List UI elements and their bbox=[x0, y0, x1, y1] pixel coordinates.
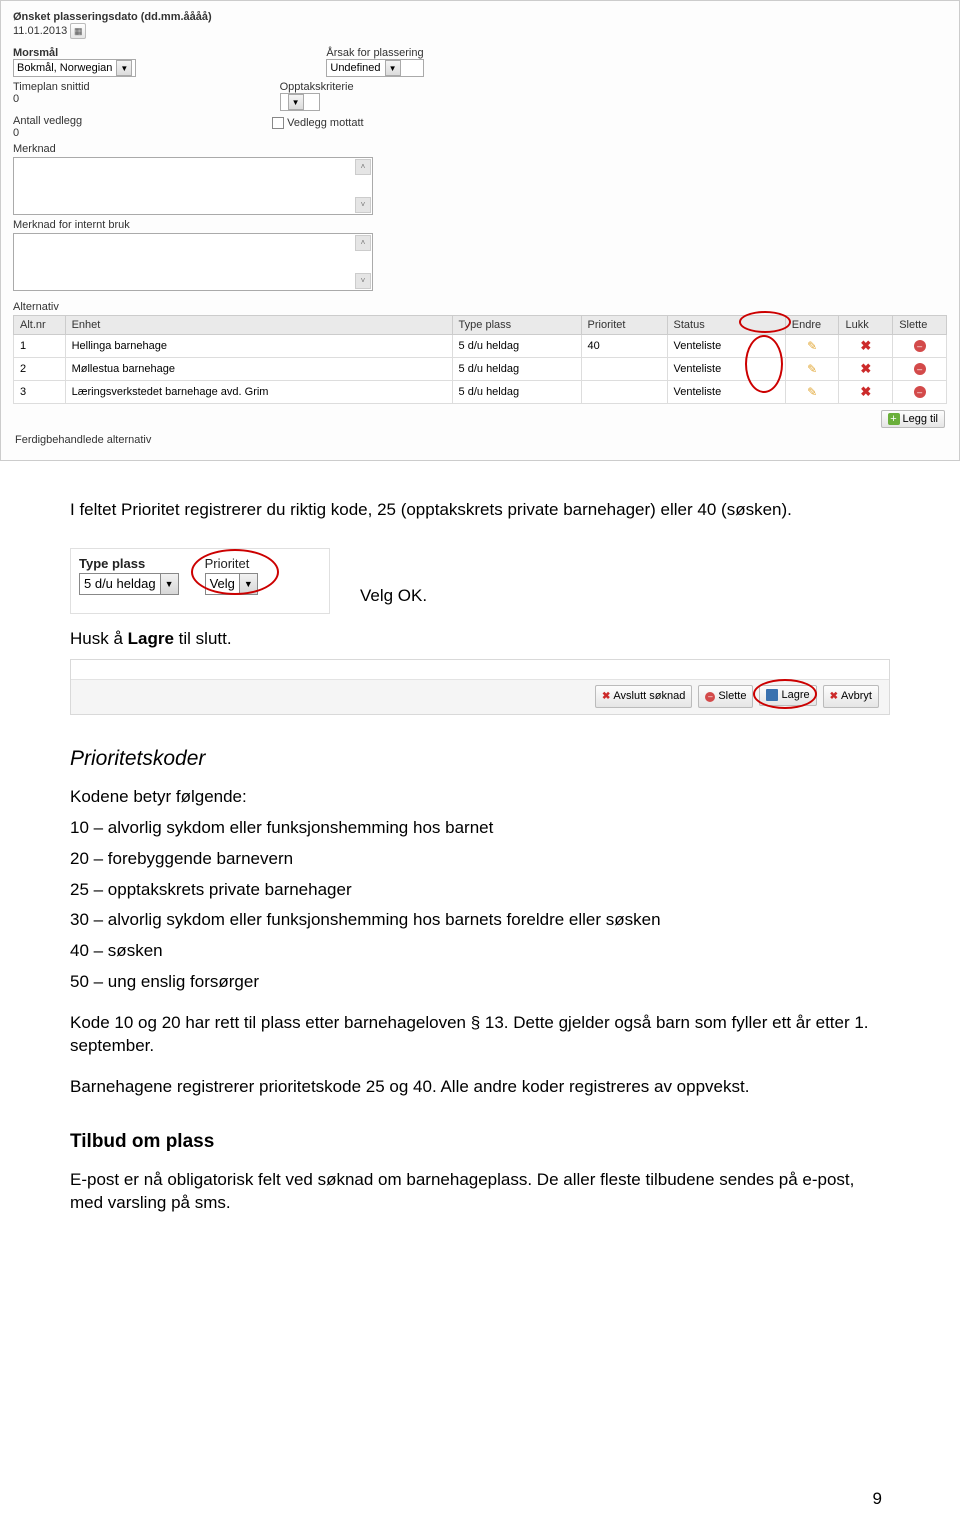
koder-intro: Kodene betyr følgende: bbox=[70, 786, 890, 809]
timeplan-value: 0 bbox=[13, 93, 90, 105]
annotation-oval-edit-icons bbox=[745, 335, 783, 393]
tilbud-para: E-post er nå obligatorisk felt ved søkna… bbox=[70, 1169, 890, 1215]
alternativ-table: Alt.nr Enhet Type plass Prioritet Status… bbox=[13, 315, 947, 404]
aarsak-dropdown[interactable]: Undefined ▼ bbox=[326, 59, 423, 77]
avbryt-button[interactable]: ✖ Avbryt bbox=[823, 685, 879, 708]
prioritetskoder-heading: Prioritetskoder bbox=[70, 745, 890, 773]
tilbud-heading: Tilbud om plass bbox=[70, 1129, 890, 1155]
col-lukk: Lukk bbox=[839, 316, 893, 335]
delete-icon[interactable]: – bbox=[914, 340, 926, 352]
morsmaal-dropdown[interactable]: Bokmål, Norwegian ▼ bbox=[13, 59, 136, 77]
plus-icon: + bbox=[888, 413, 900, 425]
reg-para: Barnehagene registrerer prioritetskode 2… bbox=[70, 1076, 890, 1099]
table-row: 2 Møllestua barnehage 5 d/u heldag Vente… bbox=[14, 358, 947, 381]
husk-lagre-text: Husk å Lagre til slutt. bbox=[70, 628, 890, 651]
vedlegg-count-label: Antall vedlegg bbox=[13, 115, 82, 127]
delete-icon: – bbox=[705, 692, 715, 702]
merknad-internt-label: Merknad for internt bruk bbox=[13, 219, 947, 231]
vedlegg-mottatt-checkbox[interactable] bbox=[272, 117, 284, 129]
close-icon[interactable]: ✖ bbox=[860, 384, 871, 399]
close-icon[interactable]: ✖ bbox=[860, 361, 871, 376]
timeplan-label: Timeplan snittid bbox=[13, 81, 90, 93]
ferdigbehandlede-label: Ferdigbehandlede alternativ bbox=[13, 430, 947, 450]
morsmaal-label: Morsmål bbox=[13, 47, 136, 59]
opptak-dropdown[interactable]: ▼ bbox=[280, 93, 320, 111]
close-icon[interactable]: ✖ bbox=[860, 338, 871, 353]
kode-line: 30 – alvorlig sykdom eller funksjonshemm… bbox=[70, 909, 890, 932]
alternativ-heading: Alternativ bbox=[13, 301, 947, 313]
page-number: 9 bbox=[873, 1489, 882, 1509]
slette-button[interactable]: – Slette bbox=[698, 685, 753, 708]
typeplass-dropdown[interactable]: 5 d/u heldag ▼ bbox=[79, 573, 179, 595]
chevron-down-icon: ▼ bbox=[385, 60, 401, 76]
toolbar-spacer-row bbox=[71, 660, 889, 680]
paragraph: I feltet Prioritet registrerer du riktig… bbox=[70, 499, 890, 522]
table-row: 1 Hellinga barnehage 5 d/u heldag 40 Ven… bbox=[14, 335, 947, 358]
chevron-down-icon: ▼ bbox=[116, 60, 132, 76]
pencil-icon[interactable]: ✎ bbox=[807, 339, 817, 353]
vedlegg-mottatt-label: Vedlegg mottatt bbox=[287, 117, 363, 129]
chevron-down-icon: ▼ bbox=[160, 574, 178, 594]
annotation-oval-prioritet bbox=[191, 549, 279, 595]
merknad-textarea[interactable]: ˄ ˅ bbox=[13, 157, 373, 215]
merknad-internt-textarea[interactable]: ˄ ˅ bbox=[13, 233, 373, 291]
placement-date-label: Ønsket plasseringsdato (dd.mm.åååå) bbox=[13, 11, 947, 23]
kode-line: 10 – alvorlig sykdom eller funksjonshemm… bbox=[70, 817, 890, 840]
chevron-down-icon: ▼ bbox=[288, 94, 304, 110]
close-icon: ✖ bbox=[830, 690, 838, 704]
pencil-icon[interactable]: ✎ bbox=[807, 385, 817, 399]
table-row: 3 Læringsverkstedet barnehage avd. Grim … bbox=[14, 381, 947, 404]
delete-icon[interactable]: – bbox=[914, 363, 926, 375]
action-toolbar-screenshot: ✖ Avslutt søknad – Slette Lagre ✖ Avbr bbox=[70, 659, 890, 715]
kode-line: 25 – opptakskrets private barnehager bbox=[70, 879, 890, 902]
merknad-label: Merknad bbox=[13, 143, 947, 155]
annotation-oval-endre-header bbox=[739, 311, 791, 333]
delete-icon[interactable]: – bbox=[914, 386, 926, 398]
document-body: I feltet Prioritet registrerer du riktig… bbox=[0, 461, 960, 1243]
pencil-icon[interactable]: ✎ bbox=[807, 362, 817, 376]
kode-line: 50 – ung enslig forsørger bbox=[70, 971, 890, 994]
aarsak-label: Årsak for plassering bbox=[326, 47, 423, 59]
vedlegg-count-value: 0 bbox=[13, 127, 82, 139]
placement-date-value: 11.01.2013 bbox=[13, 25, 67, 37]
col-endre: Endre bbox=[785, 316, 839, 335]
kode-line: 40 – søsken bbox=[70, 940, 890, 963]
velg-ok-text: Velg OK. bbox=[360, 585, 427, 608]
col-prioritet: Prioritet bbox=[581, 316, 667, 335]
add-button[interactable]: + Legg til bbox=[881, 410, 945, 428]
avslutt-soknad-button[interactable]: ✖ Avslutt søknad bbox=[595, 685, 692, 708]
col-typeplass: Type plass bbox=[452, 316, 581, 335]
calendar-icon[interactable]: ▦ bbox=[70, 23, 86, 39]
kode-line: 20 – forebyggende barnevern bbox=[70, 848, 890, 871]
col-slette: Slette bbox=[893, 316, 947, 335]
typeplass-prioritet-panel: Type plass 5 d/u heldag ▼ Prioritet Velg… bbox=[70, 548, 330, 614]
opptak-label: Opptakskriterie bbox=[280, 81, 354, 93]
typeplass-label: Type plass bbox=[79, 555, 179, 573]
col-enhet: Enhet bbox=[65, 316, 452, 335]
col-altnr: Alt.nr bbox=[14, 316, 66, 335]
close-icon: ✖ bbox=[602, 690, 610, 704]
application-form-panel: Ønsket plasseringsdato (dd.mm.åååå) 11.0… bbox=[0, 0, 960, 461]
kode-para: Kode 10 og 20 har rett til plass etter b… bbox=[70, 1012, 890, 1058]
